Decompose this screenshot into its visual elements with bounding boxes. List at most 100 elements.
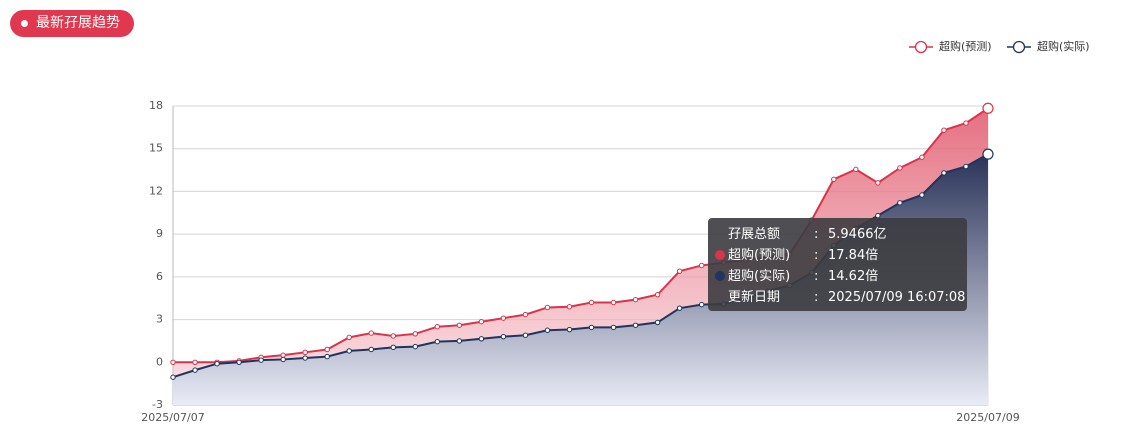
tooltip-separator: : <box>814 269 819 284</box>
data-point <box>941 170 947 176</box>
tooltip-separator: : <box>814 290 819 305</box>
data-point <box>610 324 617 331</box>
data-point <box>192 367 198 373</box>
y-tick-label: 6 <box>156 270 163 283</box>
data-point <box>610 299 617 306</box>
y-tick-label: 18 <box>149 99 163 112</box>
data-point <box>170 374 176 380</box>
data-point <box>478 319 485 325</box>
data-point <box>346 334 352 341</box>
data-point <box>919 154 925 160</box>
data-point <box>897 200 903 206</box>
data-point <box>941 127 947 133</box>
tooltip-row: 更新日期:2025/07/09 16:07:08 <box>715 287 967 308</box>
x-tick-label: 2025/07/07 <box>141 411 204 424</box>
tooltip: 孖展总额:5.9466亿 超购(预测):17.84倍 超购(实际):14.62倍 更新… <box>708 218 967 311</box>
data-point <box>192 359 198 365</box>
tooltip-row: 超购(实际):14.62倍 <box>715 266 967 287</box>
tooltip-marker <box>715 271 725 281</box>
tooltip-label: 超购(预测) <box>728 248 791 263</box>
data-point <box>500 333 507 340</box>
data-point <box>236 359 242 365</box>
data-point <box>368 330 374 336</box>
data-point <box>302 349 308 356</box>
data-point <box>324 353 330 360</box>
data-point <box>280 352 286 358</box>
legend-label: 超购(实际) <box>1037 39 1090 53</box>
data-point <box>676 305 683 311</box>
y-tick-label: 0 <box>156 355 163 368</box>
data-point <box>434 338 441 345</box>
data-point <box>982 102 994 114</box>
data-point <box>632 296 639 303</box>
series-line <box>173 107 989 364</box>
data-point <box>390 344 396 351</box>
data-point <box>698 262 705 269</box>
data-point <box>368 346 374 353</box>
tooltip-row: 超购(预测):17.84倍 <box>715 245 967 266</box>
data-point <box>897 165 903 171</box>
data-point <box>170 359 176 365</box>
data-point <box>875 180 881 186</box>
data-point <box>522 332 529 338</box>
x-tick-label: 2025/07/09 <box>956 411 1019 424</box>
y-tick-label: -3 <box>152 398 163 411</box>
data-point <box>566 326 573 333</box>
tooltip-label: 更新日期 <box>728 290 781 305</box>
tooltip-value: 14.62倍 <box>828 269 879 284</box>
legend-marker <box>914 40 928 54</box>
data-point <box>324 346 330 353</box>
tooltip-separator: : <box>814 227 819 242</box>
data-point <box>390 333 396 339</box>
data-point <box>654 291 661 298</box>
data-point <box>346 348 352 354</box>
y-tick-label: 12 <box>149 184 163 197</box>
data-point <box>982 148 994 160</box>
tooltip-row: 孖展总额:5.9466亿 <box>715 224 967 245</box>
data-point <box>632 322 639 328</box>
data-point <box>919 192 925 198</box>
data-point <box>676 268 683 274</box>
data-point <box>963 120 969 126</box>
data-point <box>698 301 705 308</box>
data-point <box>280 356 286 363</box>
data-point <box>500 315 507 321</box>
data-point <box>654 319 661 326</box>
series-area <box>173 154 988 405</box>
legend-marker <box>1012 40 1026 54</box>
section-badge: 最新孖展趋势 <box>10 10 134 37</box>
tooltip-marker <box>715 292 725 302</box>
data-point <box>302 355 308 361</box>
data-point <box>478 336 485 342</box>
data-point <box>588 299 595 306</box>
tooltip-marker <box>715 229 725 239</box>
data-point <box>214 361 220 367</box>
data-point <box>875 212 881 219</box>
data-point <box>434 323 441 330</box>
data-point <box>258 357 264 363</box>
data-point <box>588 324 595 331</box>
tooltip-label: 孖展总额 <box>728 227 781 242</box>
data-point <box>412 343 418 350</box>
y-tick-label: 9 <box>156 227 163 240</box>
data-point <box>456 322 463 328</box>
y-tick-label: 15 <box>149 142 163 155</box>
tooltip-label: 超购(实际) <box>728 269 791 284</box>
data-point <box>456 338 463 344</box>
tooltip-value: 2025/07/09 16:07:08 <box>828 290 966 305</box>
data-point <box>853 166 859 173</box>
data-point <box>544 327 551 333</box>
y-tick-label: 3 <box>156 313 163 326</box>
data-point <box>544 304 551 311</box>
tooltip-separator: : <box>814 248 819 263</box>
data-point <box>963 163 969 170</box>
tooltip-value: 17.84倍 <box>828 248 879 263</box>
tooltip-marker <box>715 250 725 260</box>
data-point <box>522 311 529 318</box>
tooltip-value: 5.9466亿 <box>828 227 887 242</box>
data-point <box>566 304 573 310</box>
data-point <box>831 176 837 183</box>
legend-label: 超购(预测) <box>939 39 992 53</box>
data-point <box>412 331 418 337</box>
